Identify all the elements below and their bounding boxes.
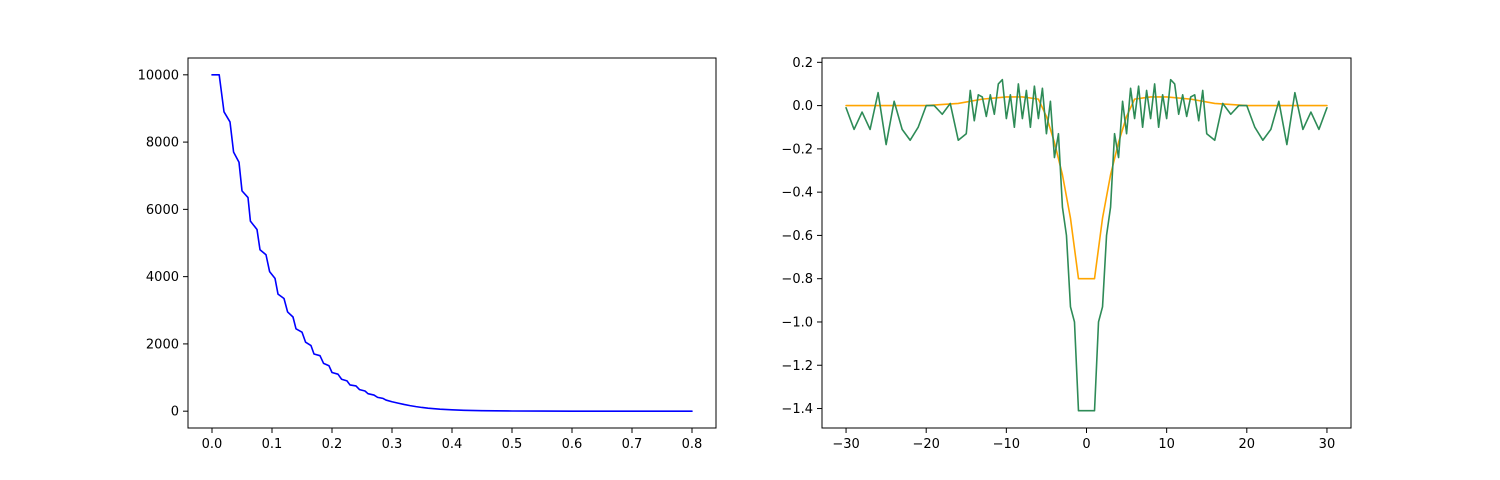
y-tick-label: 6000 (146, 203, 179, 218)
x-tick-label: 0.6 (562, 437, 583, 452)
y-tick-label: 0.2 (792, 56, 813, 71)
series-line-0-0 (211, 74, 693, 412)
x-tick-label: 0.5 (502, 437, 523, 452)
y-tick-label: 0.0 (792, 99, 813, 114)
series-line-1-1 (845, 78, 1328, 412)
x-tick-label: 0.8 (682, 437, 703, 452)
x-tick-label: 0.4 (442, 437, 463, 452)
x-tick-label: 20 (1239, 437, 1256, 452)
x-tick-label: 0.0 (202, 437, 223, 452)
y-tick-label: 2000 (146, 337, 179, 352)
y-tick-label: −0.4 (781, 186, 813, 201)
x-tick-label: −10 (993, 437, 1020, 452)
x-tick-label: 0.1 (262, 437, 283, 452)
x-tick-label: −30 (832, 437, 859, 452)
y-tick-label: −0.6 (781, 229, 813, 244)
x-tick-label: 0.3 (382, 437, 403, 452)
right-plot: −30 −20 −10 0 10 20 30 0.2 0.0 −0.2 −0.4 −0.6 −0.8 −1… (781, 56, 1352, 452)
x-tick-label: 0.7 (622, 437, 643, 452)
y-tick-label: 8000 (146, 136, 179, 151)
y-tick-label: −0.2 (781, 142, 813, 157)
y-tick-label: −1.2 (781, 359, 813, 374)
y-tick-label: 10000 (138, 68, 179, 83)
x-tick-label: 30 (1319, 437, 1336, 452)
y-tick-label: −1.0 (781, 315, 813, 330)
y-tick-label: 0 (171, 405, 179, 420)
x-tick-label: 10 (1158, 437, 1175, 452)
x-tick-label: 0.2 (322, 437, 343, 452)
x-tick-label: −20 (912, 437, 939, 452)
x-tick-label: 0 (1082, 437, 1090, 452)
left-plot: 0.0 0.1 0.2 0.3 0.4 0.5 0.6 0.7 0.8 0 2000 4000 6000… (138, 57, 717, 452)
y-tick-label: 4000 (146, 270, 179, 285)
y-tick-label: −0.8 (781, 272, 813, 287)
y-tick-label: −1.4 (781, 402, 813, 417)
